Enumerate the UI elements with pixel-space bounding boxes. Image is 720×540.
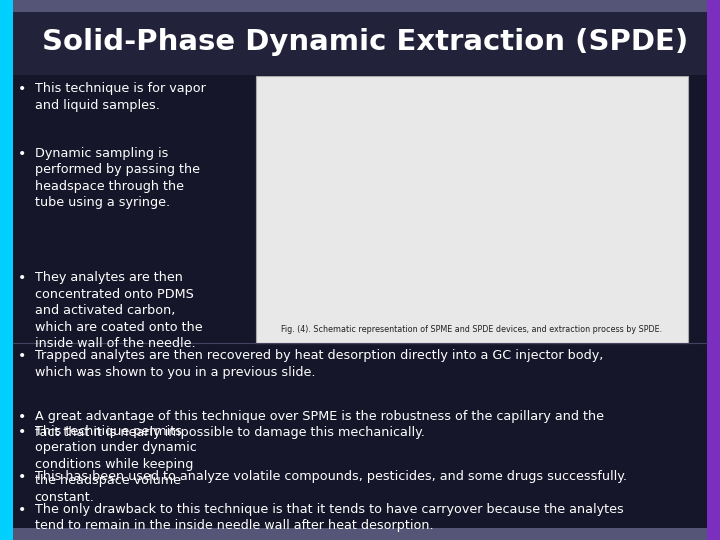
- Text: •: •: [18, 425, 27, 439]
- Text: •: •: [18, 349, 27, 363]
- Bar: [0, 0, 13, 540]
- Text: They analytes are then
concentrated onto PDMS
and activated carbon,
which are co: They analytes are then concentrated onto…: [35, 271, 202, 350]
- Text: •: •: [18, 410, 27, 424]
- Text: Solid-Phase Dynamic Extraction (SPDE): Solid-Phase Dynamic Extraction (SPDE): [42, 28, 688, 56]
- Text: This technique is for vapor
and liquid samples.: This technique is for vapor and liquid s…: [35, 82, 205, 112]
- Text: •: •: [18, 503, 27, 517]
- Text: •: •: [18, 82, 27, 96]
- Text: Dynamic sampling is
performed by passing the
headspace through the
tube using a : Dynamic sampling is performed by passing…: [35, 147, 199, 210]
- Text: Fig. (4). Schematic representation of SPME and SPDE devices, and extraction proc: Fig. (4). Schematic representation of SP…: [281, 325, 662, 334]
- Text: •: •: [18, 271, 27, 285]
- Bar: [707, 0, 720, 540]
- Bar: [256, 76, 688, 343]
- Text: A great advantage of this technique over SPME is the robustness of the capillary: A great advantage of this technique over…: [35, 410, 603, 440]
- Bar: [13, 0, 707, 12]
- Text: The only drawback to this technique is that it tends to have carryover because t: The only drawback to this technique is t…: [35, 503, 624, 532]
- Bar: [13, 12, 707, 75]
- Text: •: •: [18, 470, 27, 484]
- Text: This has been used to analyze volatile compounds, pesticides, and some drugs suc: This has been used to analyze volatile c…: [35, 470, 626, 483]
- Text: This technique permits
operation under dynamic
conditions while keeping
the head: This technique permits operation under d…: [35, 425, 197, 504]
- Text: Trapped analytes are then recovered by heat desorption directly into a GC inject: Trapped analytes are then recovered by h…: [35, 349, 603, 379]
- Bar: [13, 528, 707, 540]
- Text: •: •: [18, 147, 27, 161]
